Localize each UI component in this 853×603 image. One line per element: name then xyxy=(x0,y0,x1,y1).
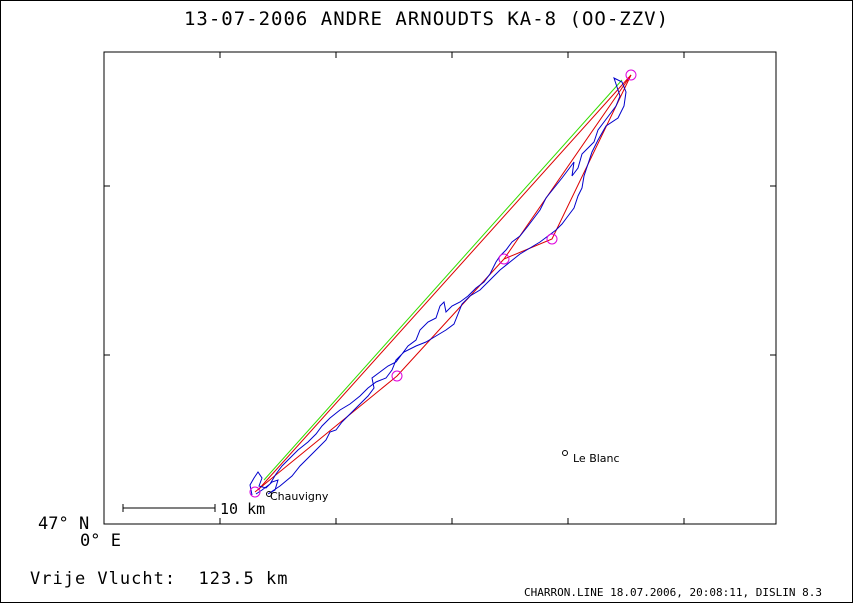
turnpoint-3 xyxy=(546,233,558,245)
footer-info: CHARRON.LINE 18.07.2006, 20:08:11, DISLI… xyxy=(523,586,822,599)
distance-label: Vrije Vlucht: xyxy=(30,569,177,589)
distance-value: 123.5 km xyxy=(198,569,289,589)
turnpoint-start xyxy=(249,486,261,498)
place-marker-chauvigny xyxy=(266,491,272,497)
flight-track xyxy=(249,77,627,496)
task-legs xyxy=(254,74,632,493)
scale-label: 10 km xyxy=(220,500,265,518)
distance-readout: Vrije Vlucht: 123.5 km xyxy=(30,569,288,589)
longitude-label: 0° E xyxy=(80,531,121,551)
latitude-label: 47° N xyxy=(38,514,90,534)
turnpoint-1 xyxy=(391,370,403,382)
place-label-chauvigny: Chauvigny xyxy=(270,490,329,503)
axis-ticks xyxy=(104,52,776,524)
turnpoint-2 xyxy=(498,253,510,265)
task-leg-direct xyxy=(257,74,632,491)
flight-title: 13-07-2006 ANDRE ARNOUDTS KA-8 (OO-ZZV) xyxy=(183,8,670,30)
scale-bar xyxy=(122,504,216,512)
map-border xyxy=(103,51,777,525)
turnpoint-4 xyxy=(625,69,637,81)
start-finish-line xyxy=(263,79,623,481)
place-marker-le-blanc xyxy=(562,450,568,456)
turnpoints xyxy=(249,69,637,498)
place-label-le-blanc: Le Blanc xyxy=(573,452,620,465)
